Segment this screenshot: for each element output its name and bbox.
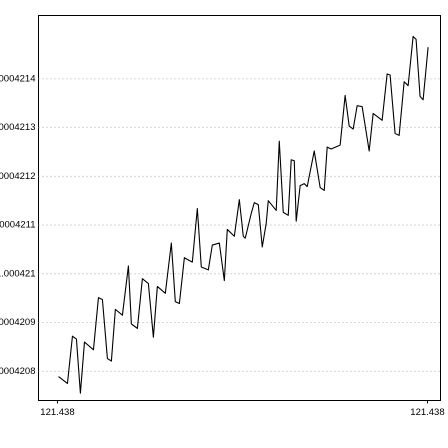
data-line xyxy=(58,35,429,394)
y-tick-label: 1.0004208 xyxy=(0,366,36,377)
y-tick-label: 1.0004214 xyxy=(0,73,36,84)
x-tick-label: 121.438 xyxy=(410,407,444,418)
y-tick-label: 1.000421 xyxy=(0,268,36,279)
x-tick-label: 121.438 xyxy=(40,407,74,418)
y-tick-label: 1.0004212 xyxy=(0,171,36,182)
y-tick-label: 1.0004211 xyxy=(0,220,36,231)
plot-frame xyxy=(38,15,441,401)
y-tick-label: 1.0004209 xyxy=(0,317,36,328)
y-tick-label: 1.0004213 xyxy=(0,122,36,133)
